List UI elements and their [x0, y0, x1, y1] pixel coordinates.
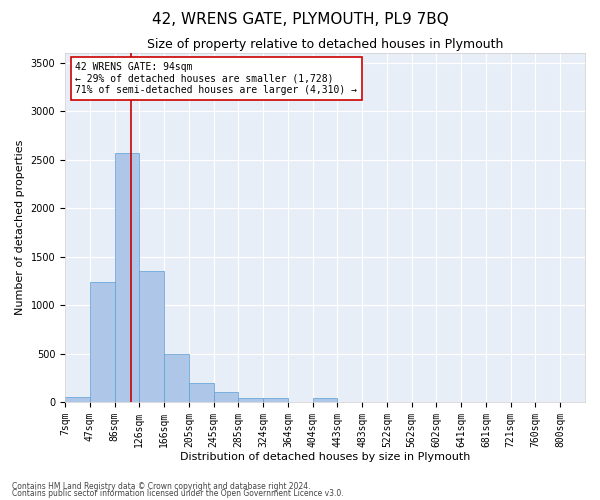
X-axis label: Distribution of detached houses by size in Plymouth: Distribution of detached houses by size …	[180, 452, 470, 462]
Bar	[65, 397, 90, 402]
Text: Contains public sector information licensed under the Open Government Licence v3: Contains public sector information licen…	[12, 489, 344, 498]
Bar	[214, 392, 238, 402]
Bar	[139, 271, 164, 402]
Bar	[90, 282, 115, 402]
Text: Contains HM Land Registry data © Crown copyright and database right 2024.: Contains HM Land Registry data © Crown c…	[12, 482, 311, 491]
Bar	[115, 153, 139, 402]
Text: 42 WRENS GATE: 94sqm
← 29% of detached houses are smaller (1,728)
71% of semi-de: 42 WRENS GATE: 94sqm ← 29% of detached h…	[76, 62, 358, 95]
Bar	[313, 398, 337, 402]
Title: Size of property relative to detached houses in Plymouth: Size of property relative to detached ho…	[147, 38, 503, 51]
Y-axis label: Number of detached properties: Number of detached properties	[15, 140, 25, 315]
Text: 42, WRENS GATE, PLYMOUTH, PL9 7BQ: 42, WRENS GATE, PLYMOUTH, PL9 7BQ	[152, 12, 448, 28]
Bar	[238, 398, 263, 402]
Bar	[164, 354, 189, 402]
Bar	[263, 398, 288, 402]
Bar	[189, 383, 214, 402]
